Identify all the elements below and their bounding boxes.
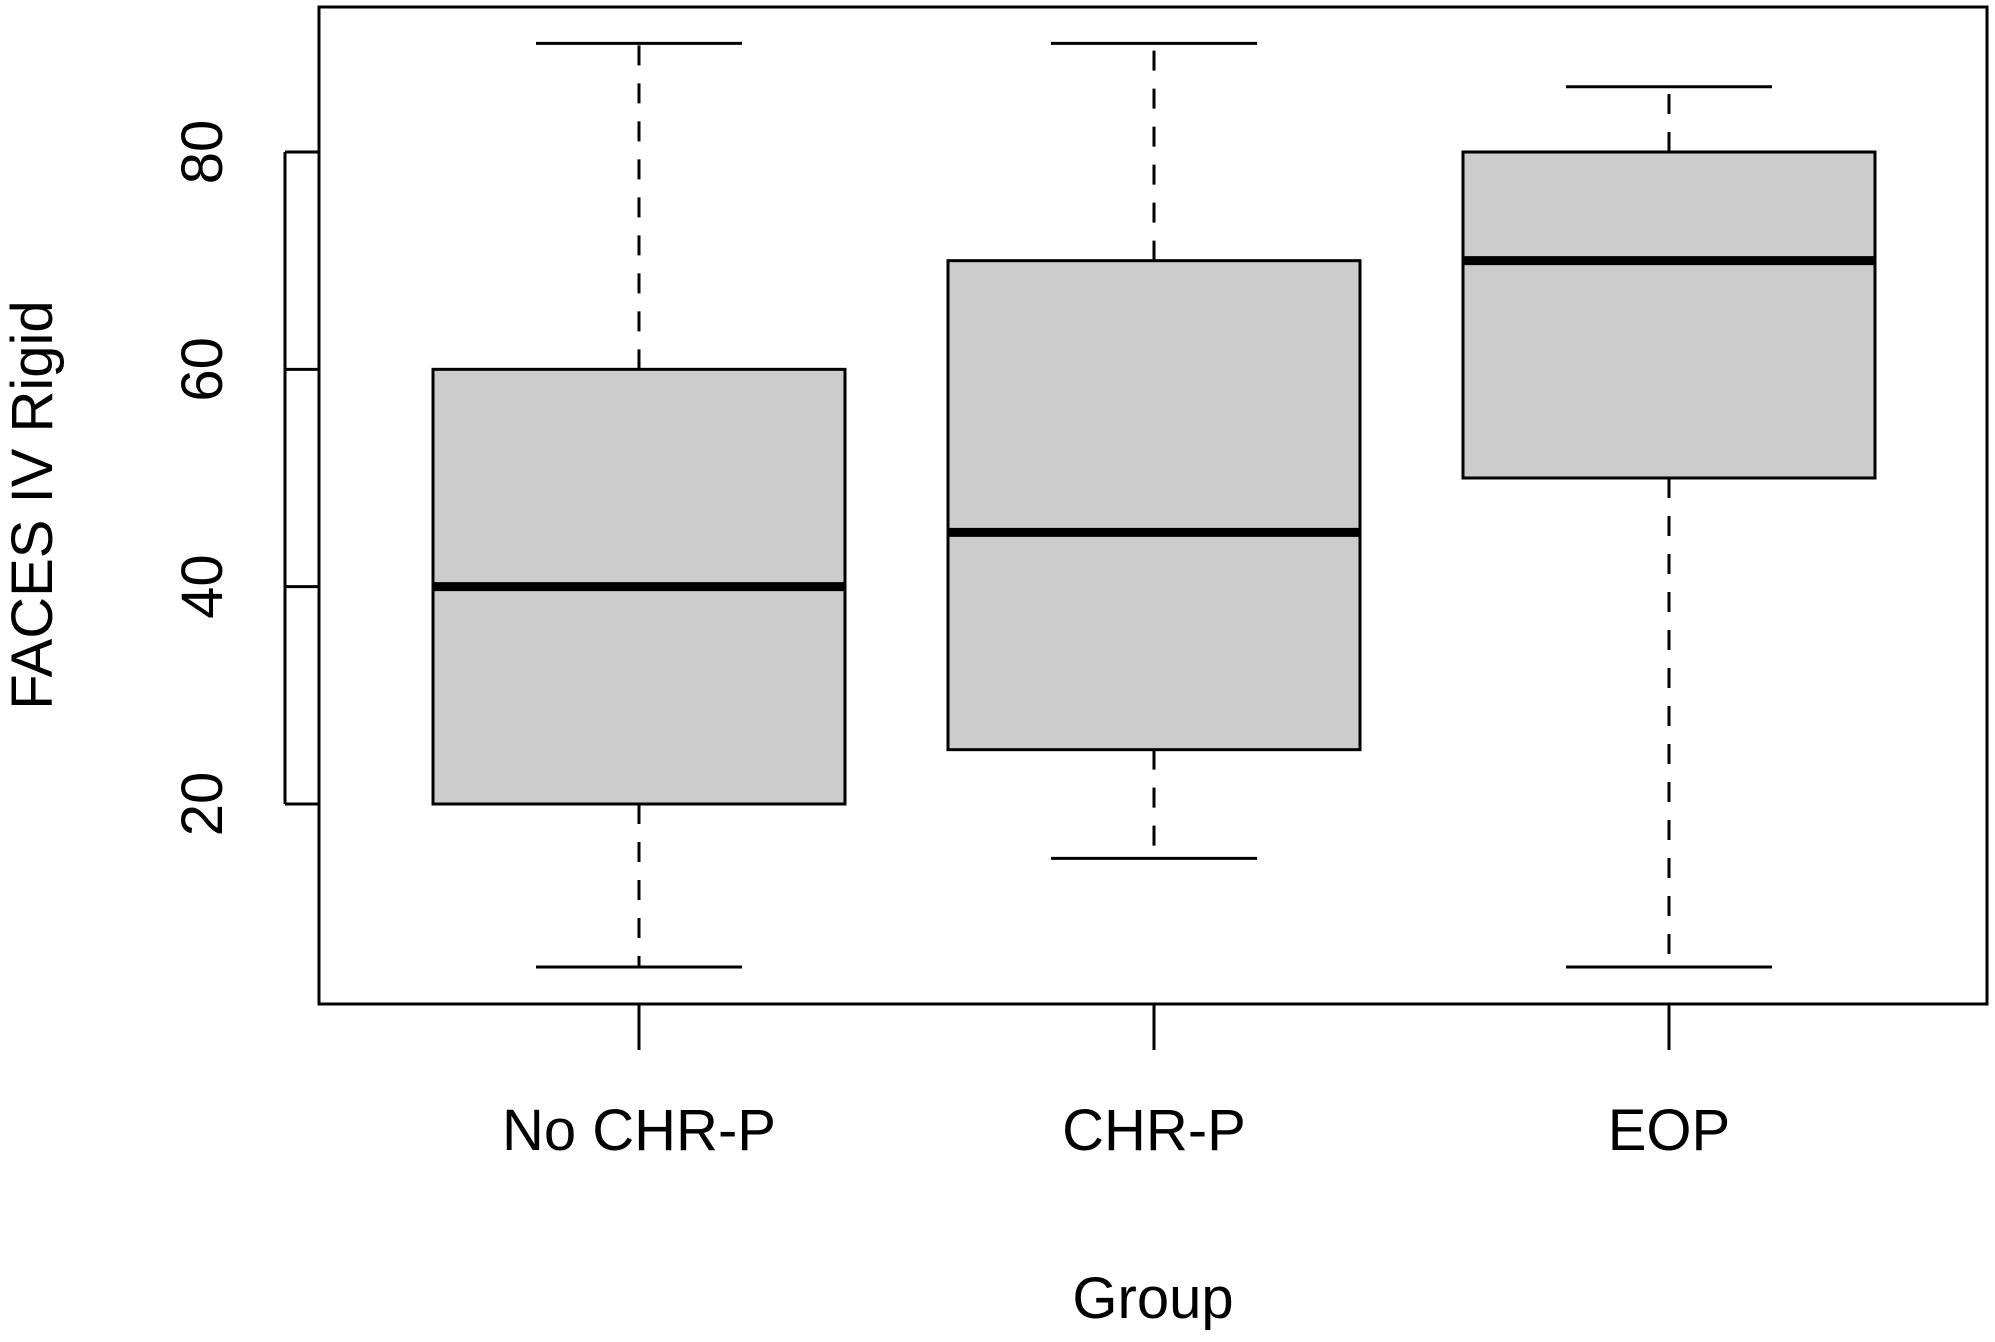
y-axis: 20 40 60 80 (170, 120, 319, 837)
x-axis: No CHR-P CHR-P EOP (502, 1002, 1731, 1163)
y-tick-label: 80 (170, 120, 235, 185)
x-tick-label: EOP (1608, 1098, 1731, 1163)
box-eop (1461, 85, 1877, 969)
box-chr-p (946, 41, 1362, 860)
iqr-box (1461, 150, 1877, 480)
x-tick-label: No CHR-P (502, 1098, 776, 1163)
y-tick-label: 20 (170, 772, 235, 837)
y-tick-label: 40 (170, 554, 235, 619)
iqr-box (946, 259, 1362, 752)
x-axis-title: Group (1072, 1266, 1233, 1331)
y-tick-label: 60 (170, 337, 235, 402)
x-tick-label: CHR-P (1062, 1098, 1246, 1163)
boxes-layer (431, 41, 1877, 969)
y-axis-title: FACES IV Rigid (0, 300, 65, 709)
box-no-chr-p (431, 41, 847, 969)
